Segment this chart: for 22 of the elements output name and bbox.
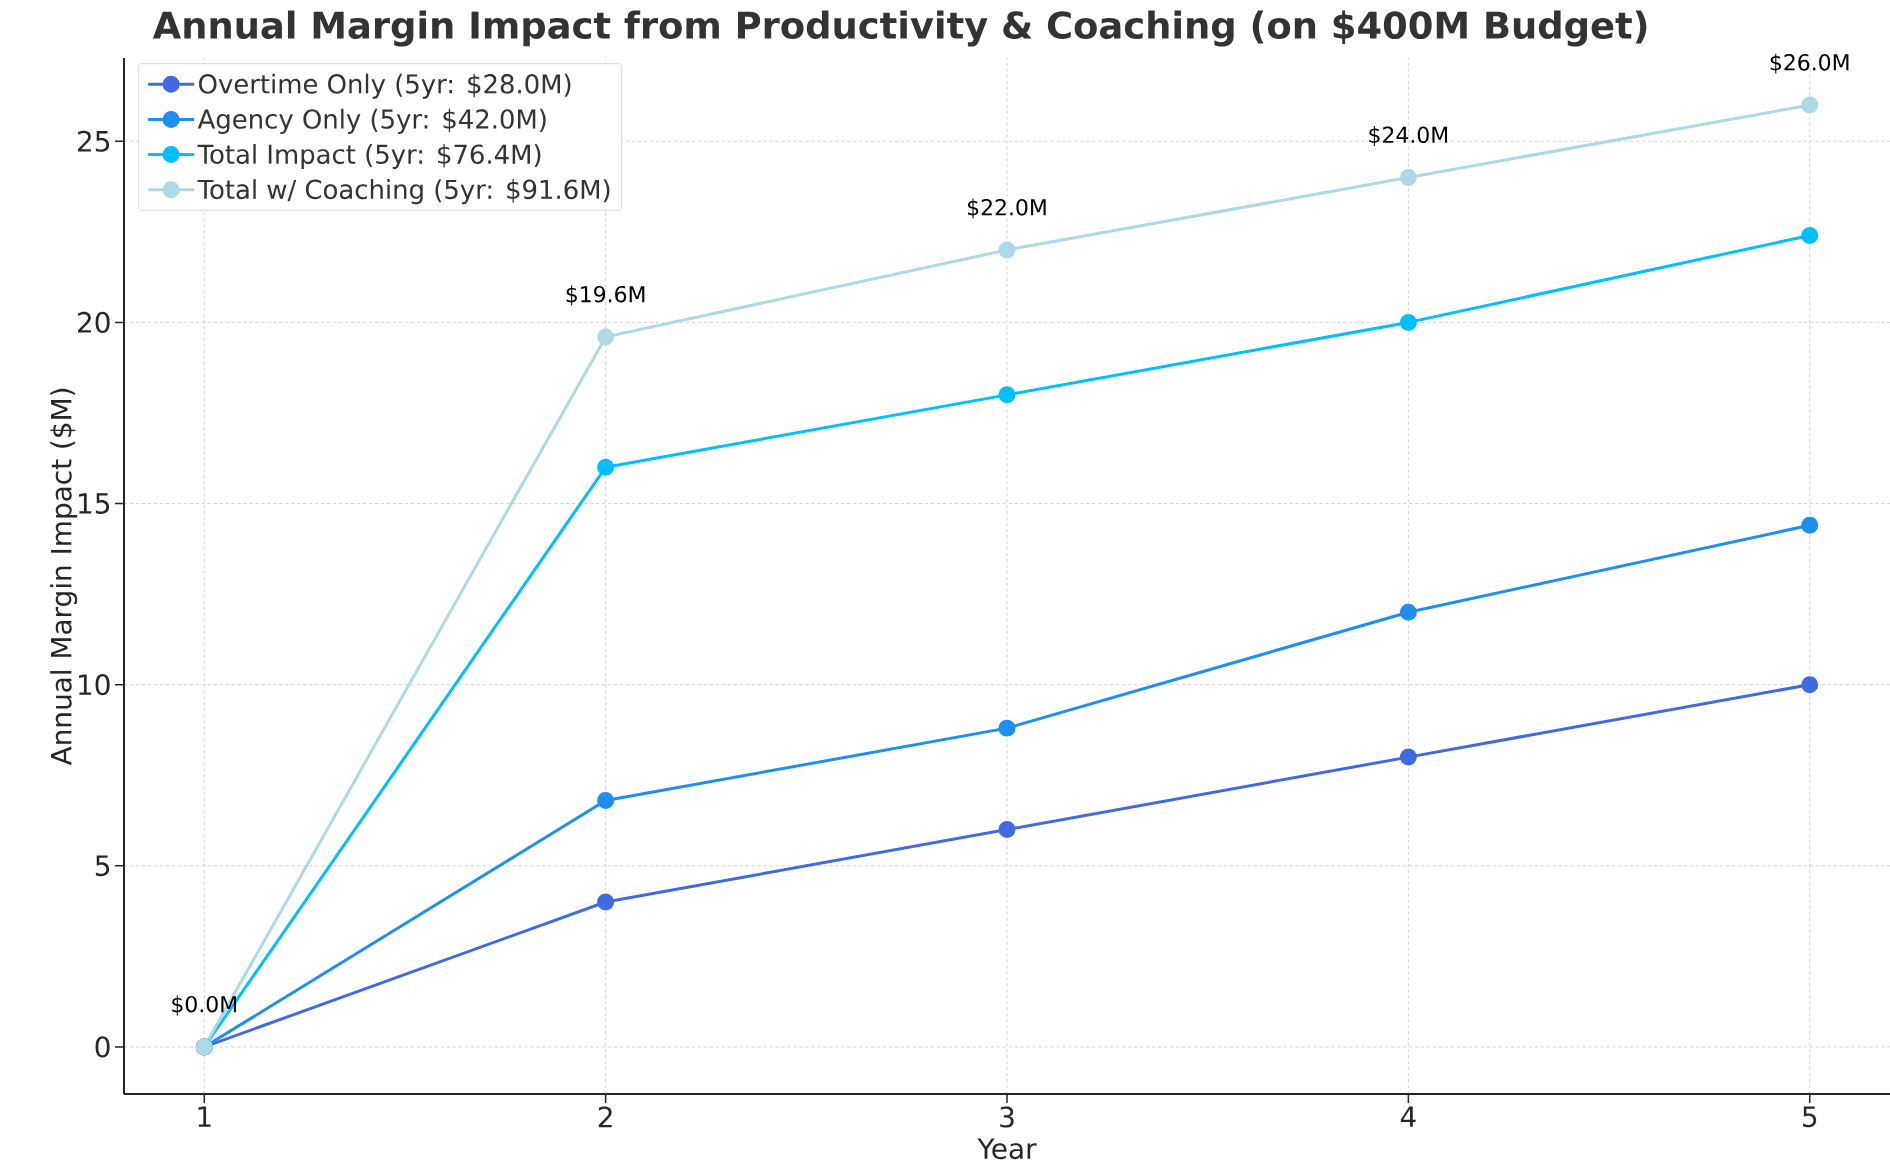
x-tick-label: 5 (1803, 1106, 1817, 1128)
y-tick-label: 20 (78, 311, 110, 333)
x-tick-label: 2 (598, 1106, 612, 1128)
legend-label: Overtime Only (5yr: $28.0M) (199, 73, 571, 99)
y-tick-label: 25 (78, 130, 110, 152)
legend-label: Agency Only (5yr: $42.0M) (197, 108, 546, 134)
data-label: $19.6M (566, 285, 645, 306)
y-axis-title: Annual Margin Impact ($M) (50, 388, 78, 766)
x-tick-label: 4 (1400, 1106, 1416, 1127)
x-tick-label: 1 (198, 1106, 211, 1127)
y-tick-label: 5 (95, 855, 110, 877)
data-label: $24.0M (1369, 126, 1448, 146)
x-tick-label: 3 (1000, 1106, 1014, 1128)
legend-label: Total w/ Coaching (5yr: $91.6M) (197, 179, 610, 205)
legend-label: Total Impact (5yr: $76.4M) (197, 143, 541, 170)
data-label: $26.0M (1770, 53, 1849, 74)
chart-title: Annual Margin Impact from Productivity & Coaching (on $400M Budget) (152, 10, 1647, 47)
x-axis-title: Year (977, 1138, 1037, 1160)
y-tick-label: 0 (95, 1036, 110, 1058)
y-tick-label: 15 (79, 493, 110, 514)
data-label: $22.0M (967, 198, 1046, 219)
y-tick-label: 10 (79, 674, 110, 696)
